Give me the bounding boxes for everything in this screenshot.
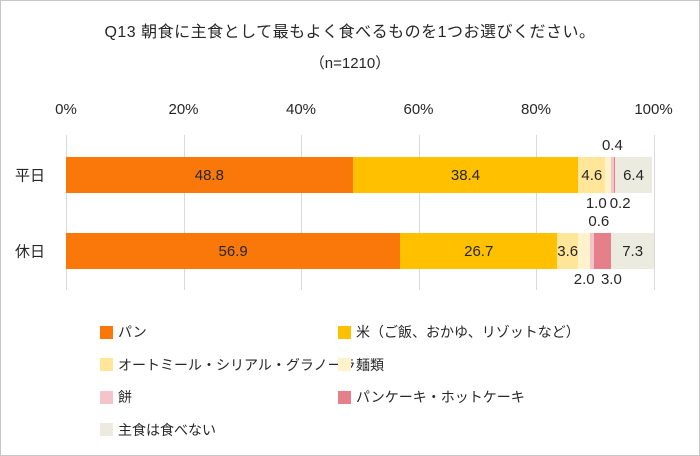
legend-item: オートミール・シリアル・グラノーラ [100, 355, 356, 375]
callout-value-label: 0.2 [609, 195, 631, 212]
legend-item: 主食は食べない [100, 420, 338, 440]
category-label: 平日 [15, 167, 46, 185]
gridline [418, 135, 420, 290]
bar-segment [611, 157, 614, 193]
x-axis-tick-label: 0% [55, 101, 77, 118]
legend-swatch-icon [338, 325, 351, 339]
legend-label: 麺類 [356, 356, 384, 373]
legend-label: 餅 [118, 389, 132, 406]
legend-item: 米（ご飯、おかゆ、リゾットなど） [338, 322, 580, 342]
legend-label: 主食は食べない [118, 421, 216, 438]
legend-swatch-icon [338, 390, 351, 404]
gridline [536, 135, 537, 290]
legend-label: オートミール・シリアル・グラノーラ [118, 356, 356, 373]
bar-segment: 4.6 [578, 157, 606, 193]
legend-swatch-icon [338, 358, 351, 372]
bar-segment [578, 233, 591, 269]
legend-label: 米（ご飯、おかゆ、リゾットなど） [356, 324, 580, 341]
x-axis-tick-label: 20% [168, 101, 199, 118]
segment-value-label: 3.6 [557, 242, 579, 260]
segment-value-label: 7.3 [622, 242, 644, 260]
bar-segment: 7.3 [611, 233, 655, 269]
legend-item: 餅 [100, 387, 338, 407]
legend-item: パンケーキ・ホットケーキ [338, 387, 580, 407]
sample-size-label: （n=1210） [309, 55, 391, 72]
gridline [301, 135, 302, 290]
chart-title: Q13 朝食に主食として最もよく食べるものを1つお選びください。 [104, 24, 596, 41]
legend-swatch-icon [100, 325, 113, 339]
bar-segment: 48.8 [66, 157, 353, 193]
legend-item: パン [100, 322, 338, 342]
callout-value-label: 0.4 [601, 137, 623, 154]
legend-swatch-icon [100, 358, 113, 372]
x-axis-tick-label: 40% [285, 101, 317, 118]
callout-value-label: 1.0 [585, 195, 607, 212]
bar-row: 48.8 38.4 4.6 6.4 [66, 157, 654, 193]
callout-value-label: 0.6 [588, 213, 610, 230]
bar-segment [590, 233, 594, 269]
x-axis-tick-label: 60% [403, 101, 434, 118]
legend-swatch-icon [100, 423, 113, 437]
bar-segment [613, 157, 615, 193]
segment-value-label: 38.4 [450, 166, 481, 184]
gridline [66, 135, 67, 290]
bar-segment: 56.9 [66, 233, 401, 269]
x-axis-tick-label: 100% [634, 101, 673, 118]
legend: パン 米（ご飯、おかゆ、リゾットなど） オートミール・シリアル・グラノーラ 麺類餅 パン… [100, 316, 580, 446]
gridline [183, 135, 185, 290]
segment-value-label: 26.7 [464, 242, 494, 260]
bar-segment [593, 233, 612, 269]
bar-segment: 26.7 [400, 233, 558, 269]
segment-value-label: 56.9 [218, 242, 248, 260]
legend-swatch-icon [100, 390, 113, 404]
segment-value-label: 4.6 [581, 166, 603, 184]
bar-row: 56.9 26.7 3.6 7.3 [66, 233, 655, 269]
callout-value-label: 2.0 [573, 271, 595, 288]
category-label: 休日 [15, 243, 46, 261]
legend-label: パンケーキ・ホットケーキ [356, 389, 525, 406]
bar-segment: 6.4 [614, 157, 653, 193]
segment-value-label: 48.8 [194, 166, 224, 184]
gridline [653, 135, 655, 290]
segment-value-label: 6.4 [623, 166, 644, 184]
bar-segment: 3.6 [557, 233, 579, 269]
legend-label: パン [118, 324, 147, 341]
x-axis-tick-label: 80% [520, 101, 552, 118]
bar-segment [605, 157, 612, 193]
legend-item: 麺類 [338, 355, 580, 375]
bar-segment: 38.4 [352, 157, 579, 193]
callout-value-label: 3.0 [600, 271, 622, 288]
